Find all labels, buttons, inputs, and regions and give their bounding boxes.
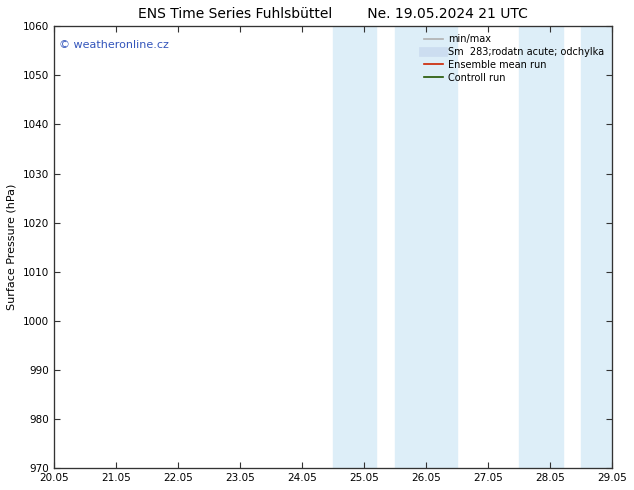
Y-axis label: Surface Pressure (hPa): Surface Pressure (hPa) [7, 184, 17, 311]
Bar [581, 26, 612, 468]
Legend: min/max, Sm  283;rodatn acute; odchylka, Ensemble mean run, Controll run: min/max, Sm 283;rodatn acute; odchylka, … [421, 31, 607, 86]
Bar [395, 26, 457, 468]
Title: ENS Time Series Fuhlsbüttel        Ne. 19.05.2024 21 UTC: ENS Time Series Fuhlsbüttel Ne. 19.05.20… [138, 7, 528, 21]
Bar [519, 26, 562, 468]
Bar [333, 26, 377, 468]
Text: © weatheronline.cz: © weatheronline.cz [59, 40, 169, 49]
